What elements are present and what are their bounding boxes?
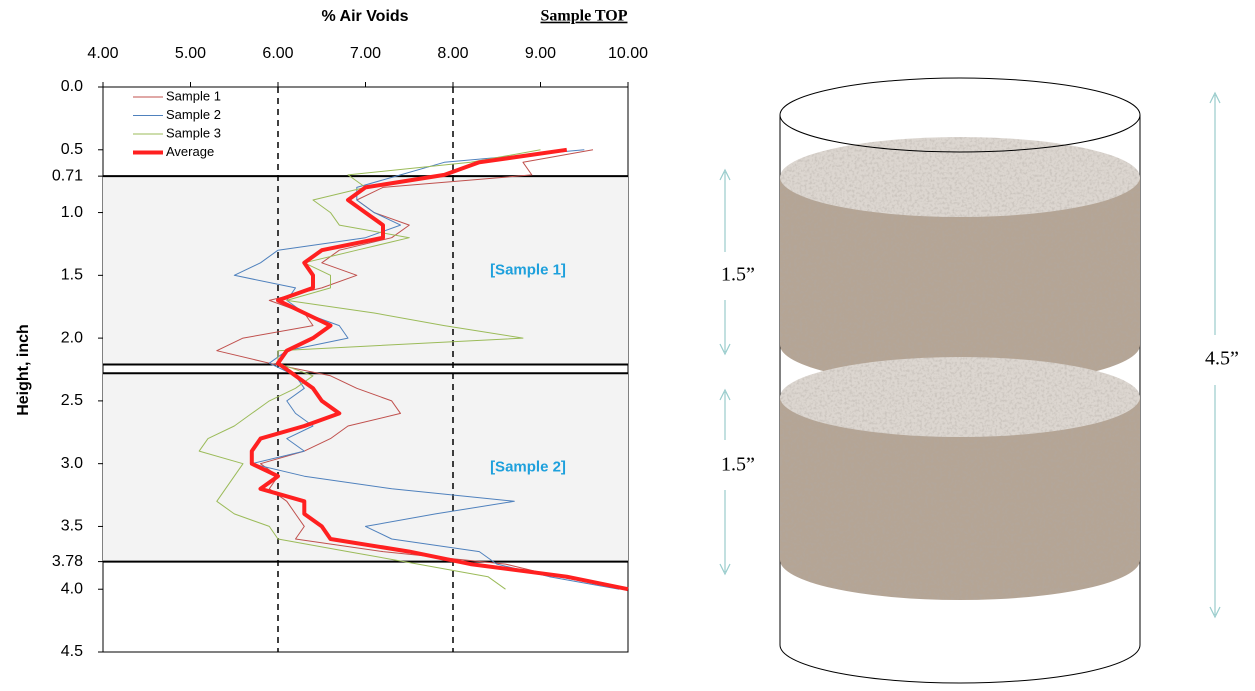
y-tick-label: 2.0 (61, 329, 83, 346)
section-label: [Sample 1] (490, 261, 566, 278)
dimension-label: 1.5” (721, 454, 755, 476)
y-tick-label: 1.0 (61, 204, 83, 221)
x-tick-label: 10.00 (608, 45, 648, 62)
x-tick-label: 4.00 (87, 45, 118, 62)
plot-area (102, 86, 629, 653)
x-tick-label: 7.00 (350, 45, 381, 62)
specimen-top (780, 357, 1140, 437)
y-tick-label: 1.5 (61, 267, 83, 284)
y-tick-label: 4.5 (61, 643, 83, 660)
series-line (216, 149, 629, 590)
legend-label: Sample 1 (166, 88, 221, 103)
legend-label: Average (166, 144, 214, 159)
cylinder-top (779, 77, 1141, 153)
legend-label: Sample 3 (166, 125, 221, 140)
specimen-body (780, 397, 1140, 600)
y-tick-label: 4.0 (61, 580, 83, 597)
series-line (233, 149, 620, 590)
x-tick-label: 8.00 (437, 45, 468, 62)
y-tick-label: 2.5 (61, 392, 83, 409)
x-tick-label: 5.00 (175, 45, 206, 62)
cylinder-diagram: 1.5” 1.5” 4.5” (719, 77, 1239, 684)
specimen-body (780, 177, 1140, 385)
y-tick-label: 3.0 (61, 455, 83, 472)
y-tick-label: 0.5 (61, 141, 83, 158)
section-band (103, 176, 628, 365)
y-tick-label: 0.71 (52, 167, 83, 184)
section-label: [Sample 2] (490, 458, 566, 475)
x-tick-label: 6.00 (262, 45, 293, 62)
y-tick-label: 3.78 (52, 553, 83, 570)
annotation: Sample TOP (541, 8, 628, 25)
y-axis-label: Height, inch (15, 324, 32, 416)
chart-title: % Air Voids (321, 8, 408, 25)
plot: [Sample 1] [Sample 2] 4.00 5.00 6.00 7.00 8.00… (52, 45, 648, 660)
x-tick-label: 9.00 (525, 45, 556, 62)
section-band (103, 373, 628, 562)
dimension-arrows (719, 91, 1221, 619)
series-line (249, 147, 629, 592)
dimension-label: 4.5” (1205, 348, 1239, 370)
legend-label: Sample 2 (166, 107, 221, 122)
specimen-top (780, 137, 1140, 217)
series-line (198, 149, 541, 590)
y-tick-label: 0.0 (61, 78, 83, 95)
y-tick-label: 3.5 (61, 518, 83, 535)
cylinder-bottom (779, 644, 1141, 684)
dimension-label: 1.5” (721, 264, 755, 286)
